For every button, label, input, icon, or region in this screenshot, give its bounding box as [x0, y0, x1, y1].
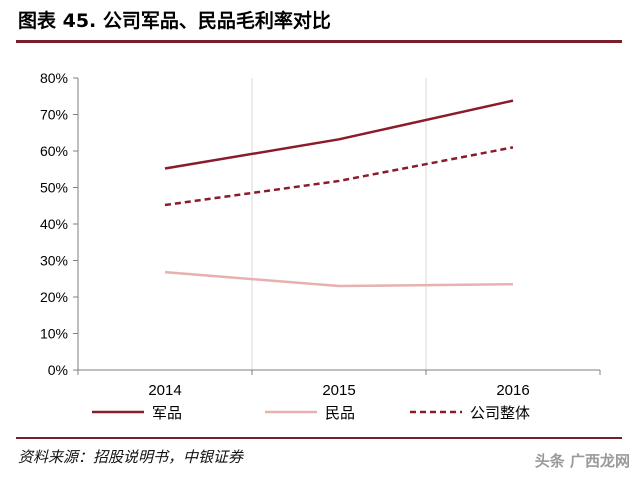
y-tick-label: 30% [40, 253, 68, 269]
x-tick-label: 2016 [496, 382, 529, 399]
legend-label: 公司整体 [470, 404, 530, 422]
chart-title: 图表 45. 公司军品、民品毛利率对比 [18, 10, 331, 32]
series-line [164, 146, 514, 207]
y-tick-label: 40% [40, 216, 68, 232]
y-tick-label: 80% [40, 70, 68, 86]
series-line [164, 99, 514, 170]
legend-label: 军品 [152, 404, 182, 422]
y-tick-label: 0% [48, 362, 68, 378]
x-tick-label: 2015 [322, 382, 355, 399]
y-tick-label: 20% [40, 289, 68, 305]
line-chart: 0% 10% 20% 30% 40% 50% 60% 70% 80% 2014 2015 2016 军品… [40, 70, 601, 422]
y-tick-label: 50% [40, 180, 68, 196]
footer-divider [16, 437, 622, 439]
series-line [164, 270, 514, 288]
watermark: 头条 广西龙网 [534, 451, 630, 470]
y-tick-label: 60% [40, 143, 68, 159]
legend-label: 民品 [325, 404, 355, 422]
source-note: 资料来源：招股说明书，中银证券 [18, 448, 244, 466]
y-tick-label: 10% [40, 326, 68, 342]
title-divider [16, 40, 622, 43]
y-tick-label: 70% [40, 107, 68, 123]
x-tick-label: 2014 [148, 382, 181, 399]
